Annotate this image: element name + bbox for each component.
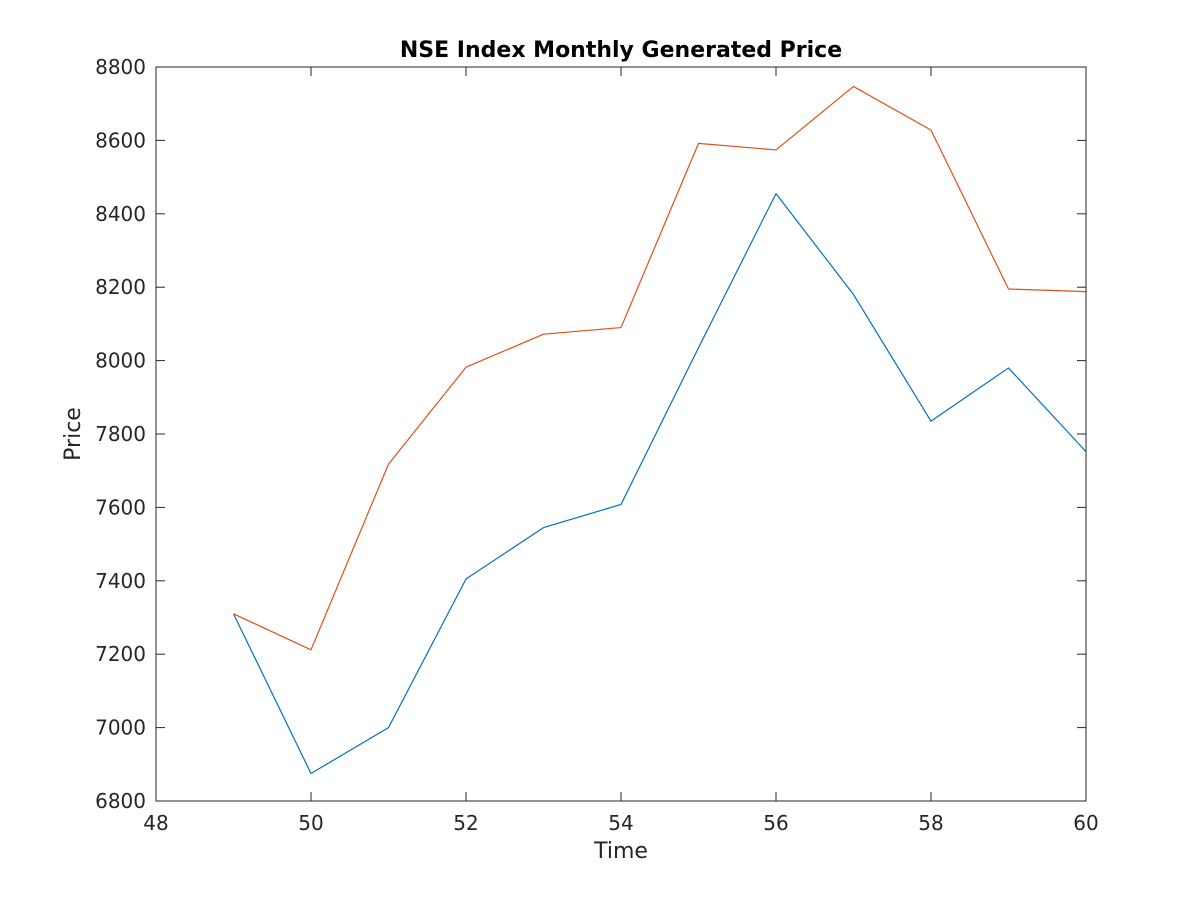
y-tick-label: 8400	[95, 202, 146, 226]
series-line-1	[232, 193, 1087, 775]
y-tick-label: 8000	[95, 349, 146, 373]
x-tick-label: 60	[1073, 811, 1098, 835]
y-tick-label: 7600	[95, 495, 146, 519]
series-line-2	[233, 85, 1087, 651]
axes-box	[155, 66, 1087, 802]
plot-area	[156, 67, 1086, 801]
x-axis-label: Time	[593, 839, 648, 864]
y-tick-label: 6800	[95, 789, 146, 813]
y-tick-label: 8200	[95, 275, 146, 299]
series-layer	[232, 85, 1087, 775]
y-tick-labels: 6800 7000 7200 7400 7600 7800 8000 8200 8400 8600…	[95, 55, 146, 813]
y-tick-label: 8600	[95, 128, 146, 152]
y-tick-label: 7400	[95, 569, 146, 593]
chart-title: NSE Index Monthly Generated Price	[400, 38, 842, 63]
y-tick-label: 7200	[95, 642, 146, 666]
x-tick-label: 52	[453, 811, 478, 835]
x-tick-label: 54	[608, 811, 633, 835]
x-tick-label: 48	[143, 811, 168, 835]
x-tick-label: 56	[763, 811, 788, 835]
y-tick-label: 7000	[95, 716, 146, 740]
x-tick-labels: 48 50 52 54 56 58 60	[143, 811, 1098, 835]
x-tick-label: 58	[918, 811, 943, 835]
y-axis-label: Price	[61, 407, 86, 461]
y-tick-label: 8800	[95, 55, 146, 79]
y-tick-label: 7800	[95, 422, 146, 446]
x-tick-label: 50	[298, 811, 323, 835]
